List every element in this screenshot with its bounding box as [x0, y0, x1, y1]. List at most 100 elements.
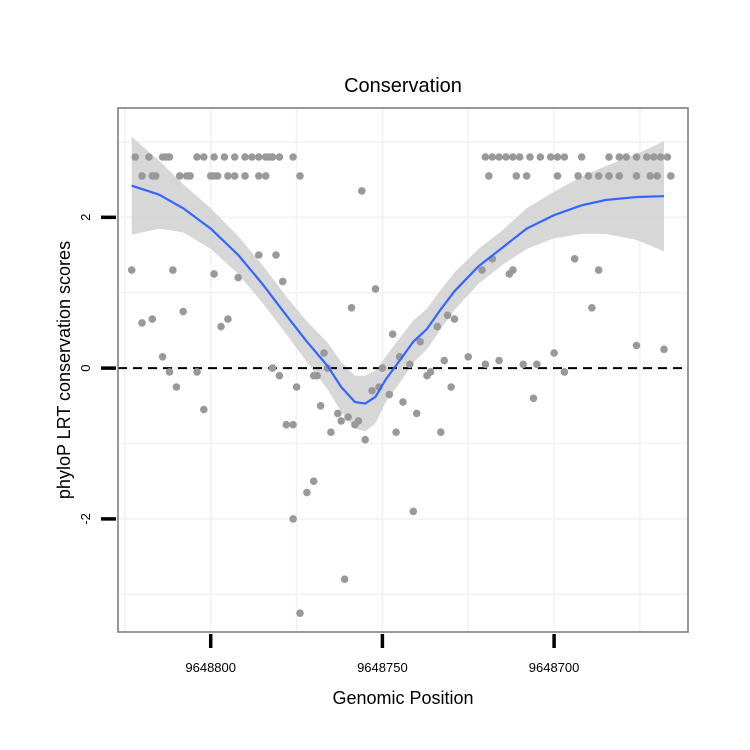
data-point	[594, 266, 603, 274]
data-point	[272, 251, 280, 259]
smooth-line-layer	[131, 184, 665, 405]
data-point	[509, 153, 517, 161]
data-point	[388, 330, 397, 339]
data-point	[279, 277, 287, 286]
data-point	[296, 172, 304, 180]
data-point	[210, 153, 218, 161]
data-point	[632, 153, 641, 161]
x-axis-title: Genomic Position	[332, 688, 473, 708]
data-point	[416, 337, 425, 346]
data-point	[615, 172, 624, 180]
data-point	[409, 507, 418, 516]
y-tick-label: 2	[78, 214, 93, 221]
data-point	[426, 368, 435, 376]
data-point	[502, 153, 510, 161]
data-point	[275, 371, 284, 380]
data-point	[158, 353, 167, 361]
data-point	[392, 428, 400, 437]
data-point	[200, 153, 208, 161]
data-point	[533, 360, 541, 369]
x-axis: 9648800 9648750 9648700	[185, 634, 579, 675]
data-point	[145, 153, 153, 161]
data-point	[399, 398, 407, 406]
data-point	[646, 172, 654, 180]
x-tick-label: 9648800	[185, 660, 236, 675]
data-point	[344, 413, 352, 421]
data-point	[653, 172, 661, 180]
data-point	[224, 315, 232, 323]
data-point	[127, 266, 136, 274]
data-point	[186, 172, 194, 180]
data-point	[296, 609, 304, 617]
chart-title: Conservation	[344, 75, 462, 97]
data-point	[176, 172, 184, 180]
data-point	[512, 172, 521, 180]
data-point	[529, 394, 538, 403]
data-point	[643, 153, 651, 161]
data-point	[495, 153, 503, 161]
data-point	[165, 153, 174, 161]
data-point	[169, 266, 177, 274]
data-point	[488, 153, 497, 161]
data-point	[354, 417, 363, 425]
panel-border	[117, 107, 689, 633]
data-point	[632, 341, 641, 350]
data-point	[138, 319, 146, 327]
data-point	[560, 368, 569, 376]
data-point	[663, 153, 672, 161]
data-point	[241, 172, 249, 180]
data-point	[570, 254, 579, 263]
data-point	[368, 386, 376, 395]
data-point	[200, 405, 208, 414]
data-point	[282, 420, 291, 429]
data-point	[303, 488, 311, 497]
data-point	[261, 172, 270, 180]
smooth-line	[131, 184, 665, 405]
data-point	[509, 266, 517, 274]
x-tick-label: 9648700	[529, 660, 580, 675]
data-point	[313, 371, 322, 380]
confidence-ribbon	[131, 136, 664, 432]
data-point	[234, 273, 242, 282]
data-point	[656, 153, 665, 161]
data-point	[406, 360, 414, 369]
data-point	[481, 153, 490, 161]
data-point	[292, 383, 301, 391]
data-point	[327, 428, 335, 437]
data-point	[131, 153, 139, 161]
data-point	[649, 153, 658, 161]
y-axis-title: phyloP LRT conservation scores	[54, 241, 74, 499]
data-point	[371, 285, 380, 293]
data-point	[320, 349, 328, 357]
data-point	[148, 315, 157, 323]
data-point	[443, 311, 452, 320]
x-tick-label: 9648750	[357, 660, 408, 675]
data-point	[378, 364, 387, 372]
data-point	[519, 360, 527, 369]
data-point	[615, 153, 624, 161]
data-point	[546, 153, 555, 161]
data-point	[241, 153, 249, 161]
data-point	[179, 307, 187, 316]
data-point	[594, 172, 603, 180]
data-point	[213, 172, 222, 180]
data-point	[464, 353, 473, 361]
data-point	[550, 349, 558, 357]
data-point	[440, 356, 449, 365]
data-point	[289, 420, 297, 429]
data-point	[447, 383, 455, 391]
data-point	[577, 153, 586, 161]
data-point	[289, 153, 297, 161]
y-axis: -2 0 2	[78, 214, 116, 525]
data-point	[553, 172, 562, 180]
data-point	[485, 172, 493, 180]
data-point	[553, 153, 562, 161]
data-point	[605, 172, 613, 180]
data-point	[450, 315, 459, 323]
data-point	[230, 172, 239, 180]
data-point	[437, 428, 445, 437]
data-point	[536, 153, 545, 161]
data-point	[478, 266, 486, 274]
data-point	[248, 153, 256, 161]
data-point	[574, 172, 582, 180]
